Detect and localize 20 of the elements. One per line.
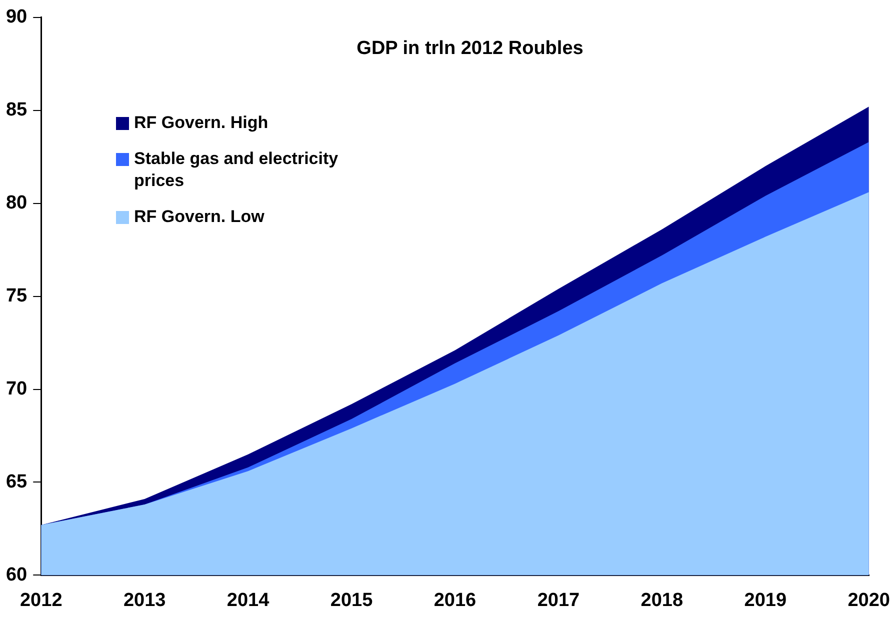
- legend-label: RF Govern. Low: [134, 206, 264, 228]
- x-tick-label: 2016: [434, 590, 476, 611]
- legend-label: RF Govern. High: [134, 112, 268, 134]
- y-tick-label: 75: [6, 286, 28, 307]
- x-tick-label: 2017: [537, 590, 580, 611]
- x-tick-label: 2019: [744, 590, 787, 611]
- x-tick-label: 2014: [226, 590, 270, 611]
- x-tick-label: 2018: [640, 590, 684, 611]
- legend-label: Stable gas and electricity prices: [134, 148, 340, 192]
- text: GDP in trln 2012 Roubles: [356, 38, 584, 60]
- y-tick-label: 80: [6, 192, 28, 214]
- x-tick-label: 2015: [330, 590, 374, 611]
- x-tick-label: 2013: [123, 590, 166, 611]
- y-tick-label: 85: [6, 100, 28, 121]
- y-tick-label: 60: [6, 564, 28, 586]
- x-tick-label: 2012: [20, 590, 62, 611]
- y-tick-label: 65: [6, 471, 28, 492]
- y-tick-label: 70: [6, 378, 28, 400]
- x-tick-label: 2020: [848, 590, 890, 611]
- y-tick-label: 90: [6, 6, 28, 28]
